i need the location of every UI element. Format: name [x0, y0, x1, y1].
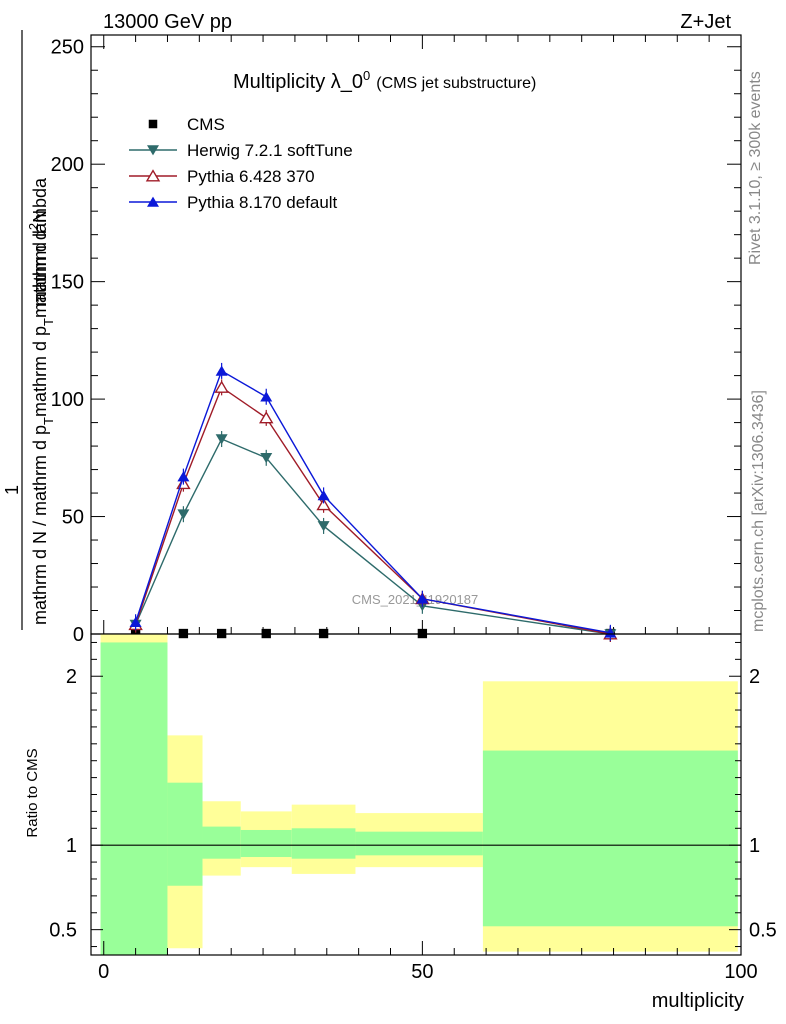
ratio-ytick-label-right-1: 1	[749, 835, 760, 857]
ratio-panel: 0.5 0.5 1 1 2 2 0 50 100	[49, 633, 777, 983]
legend-marker-pythia8	[147, 196, 159, 207]
rivet-label: Rivet 3.1.10, ≥ 300k events	[747, 71, 764, 265]
energy-label: 13000 GeV pp	[103, 11, 232, 33]
main-ytick-label-4: 200	[51, 154, 84, 176]
marker-pythia8-4	[317, 490, 330, 501]
marker-pythia6-2	[214, 380, 229, 393]
xtick-label-2: 100	[724, 961, 757, 983]
legend-label-cms: CMS	[187, 115, 225, 134]
ratio-inner-band-1	[167, 782, 203, 886]
ratio-inner-band-5	[355, 831, 483, 856]
ratio-inner-band-6	[482, 750, 738, 927]
marker-pythia8-5	[416, 593, 429, 604]
main-ytick-label-2: 100	[51, 389, 84, 411]
ylabel-frac-num: 1	[2, 485, 22, 495]
main-panel: 0 50 100 150 200 250	[51, 34, 742, 646]
main-ytick-label-3: 150	[51, 272, 84, 294]
main-y-axis-label: mathrm d2N 1 mathrm d N / mathrm d pTmat…	[2, 30, 56, 630]
legend-marker-pythia6	[145, 169, 161, 182]
process-label: Z+Jet	[680, 11, 731, 33]
ratio-inner-band-0	[100, 642, 168, 955]
main-ytick-label-1: 50	[62, 507, 84, 529]
legend-label-pythia8: Pythia 8.170 default	[187, 193, 338, 212]
ratio-inner-band-3	[240, 829, 292, 858]
marker-pythia8-1	[177, 471, 190, 482]
ratio-ytick-label-right-0: 0.5	[749, 920, 777, 942]
ratio-ytick-label-left-1: 1	[66, 835, 77, 857]
main-ytick-label-5: 250	[51, 37, 84, 59]
ylabel-numerator: mathrm d2N	[26, 210, 50, 306]
ratio-ytick-label-left-0: 0.5	[49, 920, 77, 942]
marker-herwig-4	[317, 521, 330, 532]
ratio-ytick-label-right-2: 2	[749, 666, 760, 688]
mcplots-label: mcplots.cern.ch [arXiv:1306.3436]	[750, 390, 767, 632]
legend: CMS Herwig 7.2.1 softTune Pythia 6.428 370…	[129, 115, 353, 212]
marker-pythia8-0	[129, 616, 142, 628]
marker-herwig-3	[260, 453, 273, 464]
ratio-inner-band-4	[291, 828, 356, 859]
marker-pythia6-3	[259, 411, 274, 424]
marker-pythia6-4	[316, 498, 331, 511]
marker-herwig-1	[177, 509, 190, 520]
ratio-ytick-label-left-2: 2	[66, 666, 77, 688]
legend-marker-herwig	[147, 145, 159, 156]
x-axis-label: multiplicity	[652, 990, 744, 1012]
marker-herwig-2	[215, 434, 228, 445]
marker-pythia8-3	[260, 391, 273, 402]
ylabel-denominator: mathrm d N / mathrm d pTmathrm d pTmathr…	[30, 177, 56, 625]
xtick-label-1: 50	[411, 961, 433, 983]
plot-title: Multiplicity λ_00 (CMS jet substructure)	[233, 68, 536, 93]
ratio-y-axis-label: Ratio to CMS	[24, 748, 41, 837]
main-ytick-label-0: 0	[73, 624, 84, 646]
legend-marker-cms	[148, 119, 158, 129]
marker-pythia8-6	[604, 627, 617, 638]
legend-label-pythia6: Pythia 6.428 370	[187, 167, 315, 186]
ratio-inner-band-2	[202, 826, 241, 859]
legend-label-herwig: Herwig 7.2.1 softTune	[187, 141, 353, 160]
xtick-label-0: 0	[98, 961, 109, 983]
marker-pythia8-2	[215, 365, 228, 376]
